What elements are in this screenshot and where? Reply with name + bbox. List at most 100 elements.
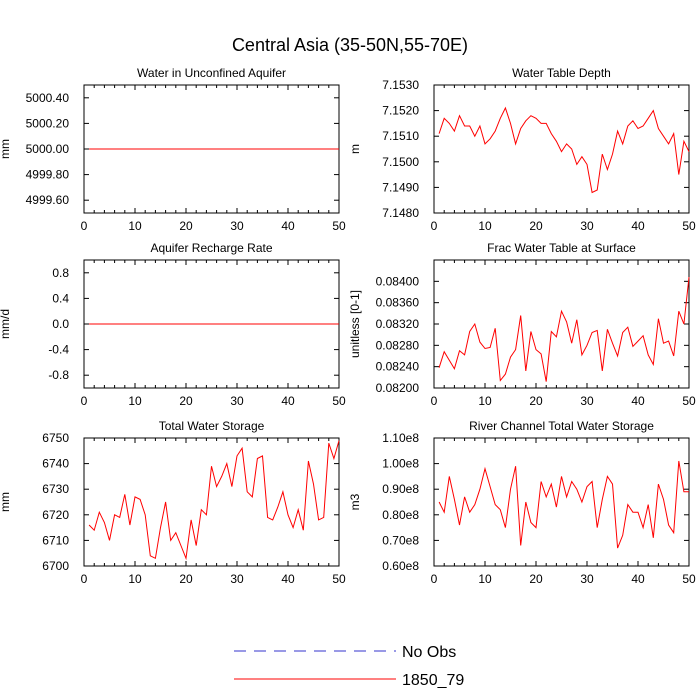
y-tick-label: 7.1480 (382, 206, 419, 220)
x-tick-label: 40 (631, 572, 645, 586)
y-tick-label: 1.10e8 (382, 431, 419, 445)
x-tick-label: 30 (580, 572, 594, 586)
panel-4: Frac Water Table at Surface unitless [0-1… (348, 241, 696, 408)
figure-title: Central Asia (35-50N,55-70E) (232, 35, 468, 55)
x-tick-label: 10 (128, 219, 142, 233)
y-tick-label: 7.1520 (382, 104, 419, 118)
x-tick-label: 40 (281, 572, 295, 586)
y-axis-label: unitless [0-1] (348, 290, 362, 358)
x-tick-label: 0 (81, 572, 88, 586)
y-tick-label: 0.4 (52, 291, 69, 305)
y-tick-label: 0.8 (52, 266, 69, 280)
panel-6: River Channel Total Water Storage m3 0 10 20… (348, 419, 696, 586)
x-tick-label: 50 (682, 394, 696, 408)
plot-frame (433, 437, 690, 567)
y-tick-label: 5000.20 (26, 116, 70, 130)
y-tick-label: 0.08400 (376, 274, 420, 288)
y-tick-label: -0.4 (48, 343, 69, 357)
x-tick-label: 50 (682, 572, 696, 586)
y-tick-label: 6730 (42, 482, 69, 496)
y-tick-label: 5000.00 (26, 142, 70, 156)
x-tick-label: 10 (128, 394, 142, 408)
y-tick-label: 4999.80 (26, 168, 70, 182)
y-tick-label: 4999.60 (26, 193, 70, 207)
series-line (438, 460, 689, 549)
panel-title: Aquifer Recharge Rate (150, 241, 272, 255)
plot-frame (433, 84, 690, 214)
x-tick-label: 0 (431, 219, 438, 233)
x-tick-label: 40 (281, 394, 295, 408)
y-tick-label: 0.08280 (376, 338, 420, 352)
y-tick-label: 6710 (42, 533, 69, 547)
x-tick-label: 20 (179, 572, 193, 586)
series-line (438, 106, 690, 194)
panel-5: Total Water Storage mm 0 10 20 30 40 50 6700 6710… (0, 419, 346, 586)
x-tick-label: 10 (478, 394, 492, 408)
y-tick-label: 0.08360 (376, 296, 420, 310)
y-tick-label: 7.1530 (382, 78, 419, 92)
x-tick-label: 30 (230, 394, 244, 408)
series-line (88, 440, 340, 561)
y-tick-label: 0.0 (52, 317, 69, 331)
x-tick-label: 10 (478, 572, 492, 586)
y-tick-label: 0.80e8 (382, 508, 419, 522)
y-tick-label: 0.70e8 (382, 533, 419, 547)
plot-frame (83, 437, 340, 567)
x-tick-label: 0 (431, 572, 438, 586)
x-tick-label: 40 (281, 219, 295, 233)
y-axis-label: mm (0, 139, 12, 159)
x-tick-label: 50 (332, 219, 346, 233)
x-tick-label: 20 (529, 394, 543, 408)
y-tick-label: 6740 (42, 457, 69, 471)
panel-title: Total Water Storage (159, 419, 265, 433)
x-tick-label: 50 (332, 572, 346, 586)
x-tick-label: 30 (580, 219, 594, 233)
x-tick-label: 10 (478, 219, 492, 233)
y-tick-label: 6750 (42, 431, 69, 445)
x-tick-label: 30 (230, 219, 244, 233)
x-tick-label: 0 (431, 394, 438, 408)
panel-3: Aquifer Recharge Rate mm/d 0 10 20 30 40 50 -0.8… (0, 241, 346, 408)
x-tick-label: 50 (682, 219, 696, 233)
panel-2: Water Table Depth m 0 10 20 30 40 50 7.1480 7.149… (348, 66, 696, 233)
y-tick-label: 0.60e8 (382, 559, 419, 573)
x-tick-label: 40 (631, 219, 645, 233)
y-tick-label: 5000.40 (26, 91, 70, 105)
x-tick-label: 0 (81, 394, 88, 408)
y-tick-label: 7.1490 (382, 180, 419, 194)
y-axis-label: m (348, 144, 362, 154)
x-tick-label: 0 (81, 219, 88, 233)
x-tick-label: 30 (230, 572, 244, 586)
panels-group: Water in Unconfined Aquifer mm 0 10 20 30 40 50… (0, 66, 696, 586)
y-tick-label: 6700 (42, 559, 69, 573)
series-line (438, 277, 690, 382)
y-axis-label: mm (0, 492, 12, 512)
x-tick-label: 20 (179, 394, 193, 408)
y-tick-label: 0.08320 (376, 317, 420, 331)
panel-title: Water Table Depth (512, 66, 611, 80)
y-axis-label: mm/d (0, 309, 12, 339)
x-tick-label: 20 (179, 219, 193, 233)
x-tick-label: 40 (631, 394, 645, 408)
panel-title: River Channel Total Water Storage (469, 419, 654, 433)
legend-label: 1850_79 (402, 672, 464, 689)
x-tick-label: 20 (529, 572, 543, 586)
y-tick-label: 7.1510 (382, 129, 419, 143)
y-tick-label: 0.90e8 (382, 482, 419, 496)
panel-title: Frac Water Table at Surface (487, 241, 636, 255)
y-tick-label: 7.1500 (382, 155, 419, 169)
y-tick-label: 6720 (42, 508, 69, 522)
x-tick-label: 20 (529, 219, 543, 233)
y-tick-label: 0.08200 (376, 381, 420, 395)
panel-1: Water in Unconfined Aquifer mm 0 10 20 30 40 50… (0, 66, 346, 233)
y-tick-label: 0.08240 (376, 360, 420, 374)
x-tick-label: 10 (128, 572, 142, 586)
y-tick-label: 1.00e8 (382, 457, 419, 471)
y-tick-label: -0.8 (48, 368, 69, 382)
x-tick-label: 30 (580, 394, 594, 408)
panel-title: Water in Unconfined Aquifer (137, 66, 286, 80)
y-axis-label: m3 (348, 493, 362, 510)
legend-label: No Obs (402, 644, 456, 661)
